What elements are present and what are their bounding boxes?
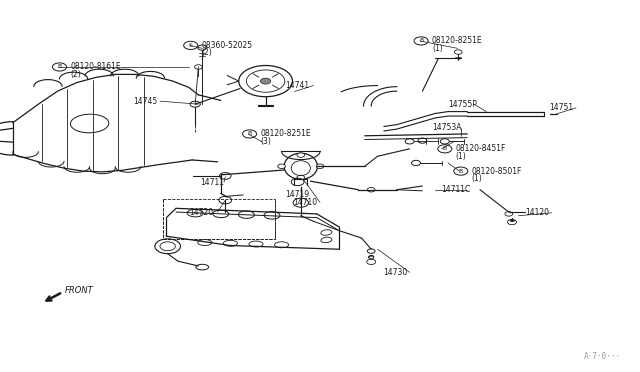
Text: 14741: 14741 (285, 81, 309, 90)
Text: 14751: 14751 (549, 103, 573, 112)
Text: FRONT: FRONT (65, 286, 94, 295)
Text: 14755P: 14755P (448, 100, 477, 109)
Text: 08120-8501F: 08120-8501F (472, 167, 522, 176)
Text: 14730: 14730 (383, 268, 407, 277)
Text: 08120-8251E: 08120-8251E (432, 36, 483, 45)
Circle shape (367, 187, 375, 192)
Text: 14711: 14711 (200, 178, 225, 187)
Text: 14711C: 14711C (442, 185, 471, 194)
Circle shape (260, 78, 271, 84)
Text: B: B (443, 146, 447, 151)
Text: B: B (419, 38, 423, 44)
Text: (1): (1) (456, 152, 467, 161)
Text: (2): (2) (70, 70, 81, 79)
Circle shape (297, 175, 305, 180)
Text: B: B (58, 64, 61, 70)
Circle shape (297, 153, 305, 157)
Text: 08120-8251E: 08120-8251E (260, 129, 311, 138)
Text: 08120-8451F: 08120-8451F (456, 144, 506, 153)
Text: 08120-8161E: 08120-8161E (70, 62, 121, 71)
Text: B: B (459, 169, 463, 174)
Text: 14753A: 14753A (432, 124, 461, 132)
Circle shape (316, 164, 324, 169)
Text: 14745: 14745 (133, 97, 157, 106)
Text: 14710: 14710 (293, 198, 317, 207)
Text: (1): (1) (432, 44, 443, 53)
Text: 14720: 14720 (189, 208, 213, 217)
Text: (3): (3) (260, 137, 271, 146)
Text: 08360-52025: 08360-52025 (202, 41, 253, 50)
Text: 14120: 14120 (525, 208, 548, 217)
Text: 14719: 14719 (285, 190, 309, 199)
Text: S: S (189, 43, 193, 48)
Text: B: B (248, 131, 252, 137)
Text: A·7·0···: A·7·0··· (584, 352, 621, 361)
Text: (2): (2) (202, 48, 212, 57)
Circle shape (278, 164, 285, 169)
Text: (1): (1) (472, 174, 483, 183)
